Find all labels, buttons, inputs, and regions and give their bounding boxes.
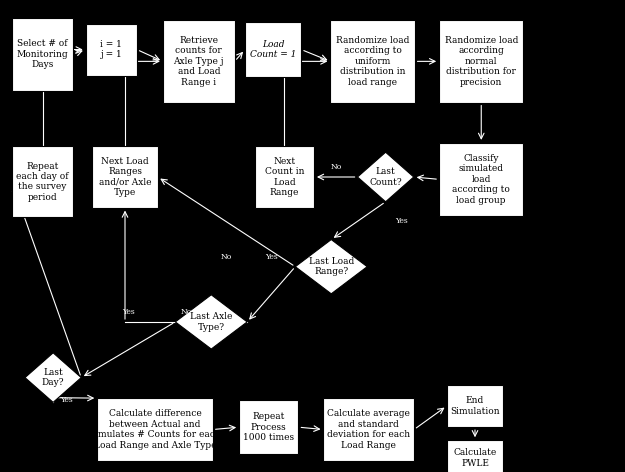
Text: Next
Count in
Load
Range: Next Count in Load Range <box>264 157 304 197</box>
Text: Select # of
Monitoring
Days: Select # of Monitoring Days <box>17 39 68 69</box>
Text: Last
Count?: Last Count? <box>369 167 402 187</box>
Text: Load
Count = 1: Load Count = 1 <box>250 40 296 59</box>
Polygon shape <box>296 240 368 294</box>
Text: Last
Day?: Last Day? <box>42 368 64 388</box>
FancyBboxPatch shape <box>86 24 137 76</box>
Text: Repeat
Process
1000 times: Repeat Process 1000 times <box>243 412 294 442</box>
Text: Calculate difference
between Actual and
Simulates # Counts for each
Load Range a: Calculate difference between Actual and … <box>89 409 221 450</box>
FancyBboxPatch shape <box>239 400 299 454</box>
Text: Repeat
each day of
the survey
period: Repeat each day of the survey period <box>16 161 69 202</box>
FancyBboxPatch shape <box>331 20 415 103</box>
FancyBboxPatch shape <box>439 143 524 216</box>
Text: No: No <box>41 364 52 372</box>
Text: Next Load
Ranges
and/or Axle
Type: Next Load Ranges and/or Axle Type <box>99 157 151 197</box>
FancyBboxPatch shape <box>439 20 524 103</box>
Text: Yes: Yes <box>122 309 134 316</box>
Text: i = 1
j = 1: i = 1 j = 1 <box>100 40 122 59</box>
FancyBboxPatch shape <box>12 146 73 217</box>
Text: Calculate average
and standard
deviation for each
Load Range: Calculate average and standard deviation… <box>328 409 411 450</box>
Text: Classify
simulated
load
according to
load group: Classify simulated load according to loa… <box>452 154 510 205</box>
Text: Retrieve
counts for
Axle Type j
and Load
Range i: Retrieve counts for Axle Type j and Load… <box>174 36 224 87</box>
Text: No: No <box>221 253 232 261</box>
FancyBboxPatch shape <box>447 385 503 427</box>
FancyBboxPatch shape <box>245 22 301 76</box>
Text: Last Axle
Type?: Last Axle Type? <box>190 312 232 332</box>
Text: No: No <box>330 163 341 170</box>
FancyBboxPatch shape <box>324 397 414 462</box>
FancyBboxPatch shape <box>255 146 314 208</box>
Text: Randomize load
according
normal
distribution for
precision: Randomize load according normal distribu… <box>444 36 518 87</box>
Polygon shape <box>176 295 248 349</box>
Text: No: No <box>181 309 192 316</box>
FancyBboxPatch shape <box>12 17 73 91</box>
FancyBboxPatch shape <box>92 146 158 208</box>
FancyBboxPatch shape <box>447 440 503 472</box>
Polygon shape <box>357 152 414 202</box>
Text: Last Load
Range?: Last Load Range? <box>309 257 354 277</box>
FancyBboxPatch shape <box>162 20 235 103</box>
FancyBboxPatch shape <box>98 397 213 462</box>
Polygon shape <box>25 353 81 402</box>
Text: Randomize load
according to
uniform
distribution in
load range: Randomize load according to uniform dist… <box>336 36 409 87</box>
Text: Yes: Yes <box>265 253 278 261</box>
Text: Yes: Yes <box>61 396 73 404</box>
Text: End
Simulation: End Simulation <box>450 396 500 416</box>
Text: Yes: Yes <box>395 217 408 225</box>
Text: Calculate
PWLE: Calculate PWLE <box>453 448 497 468</box>
